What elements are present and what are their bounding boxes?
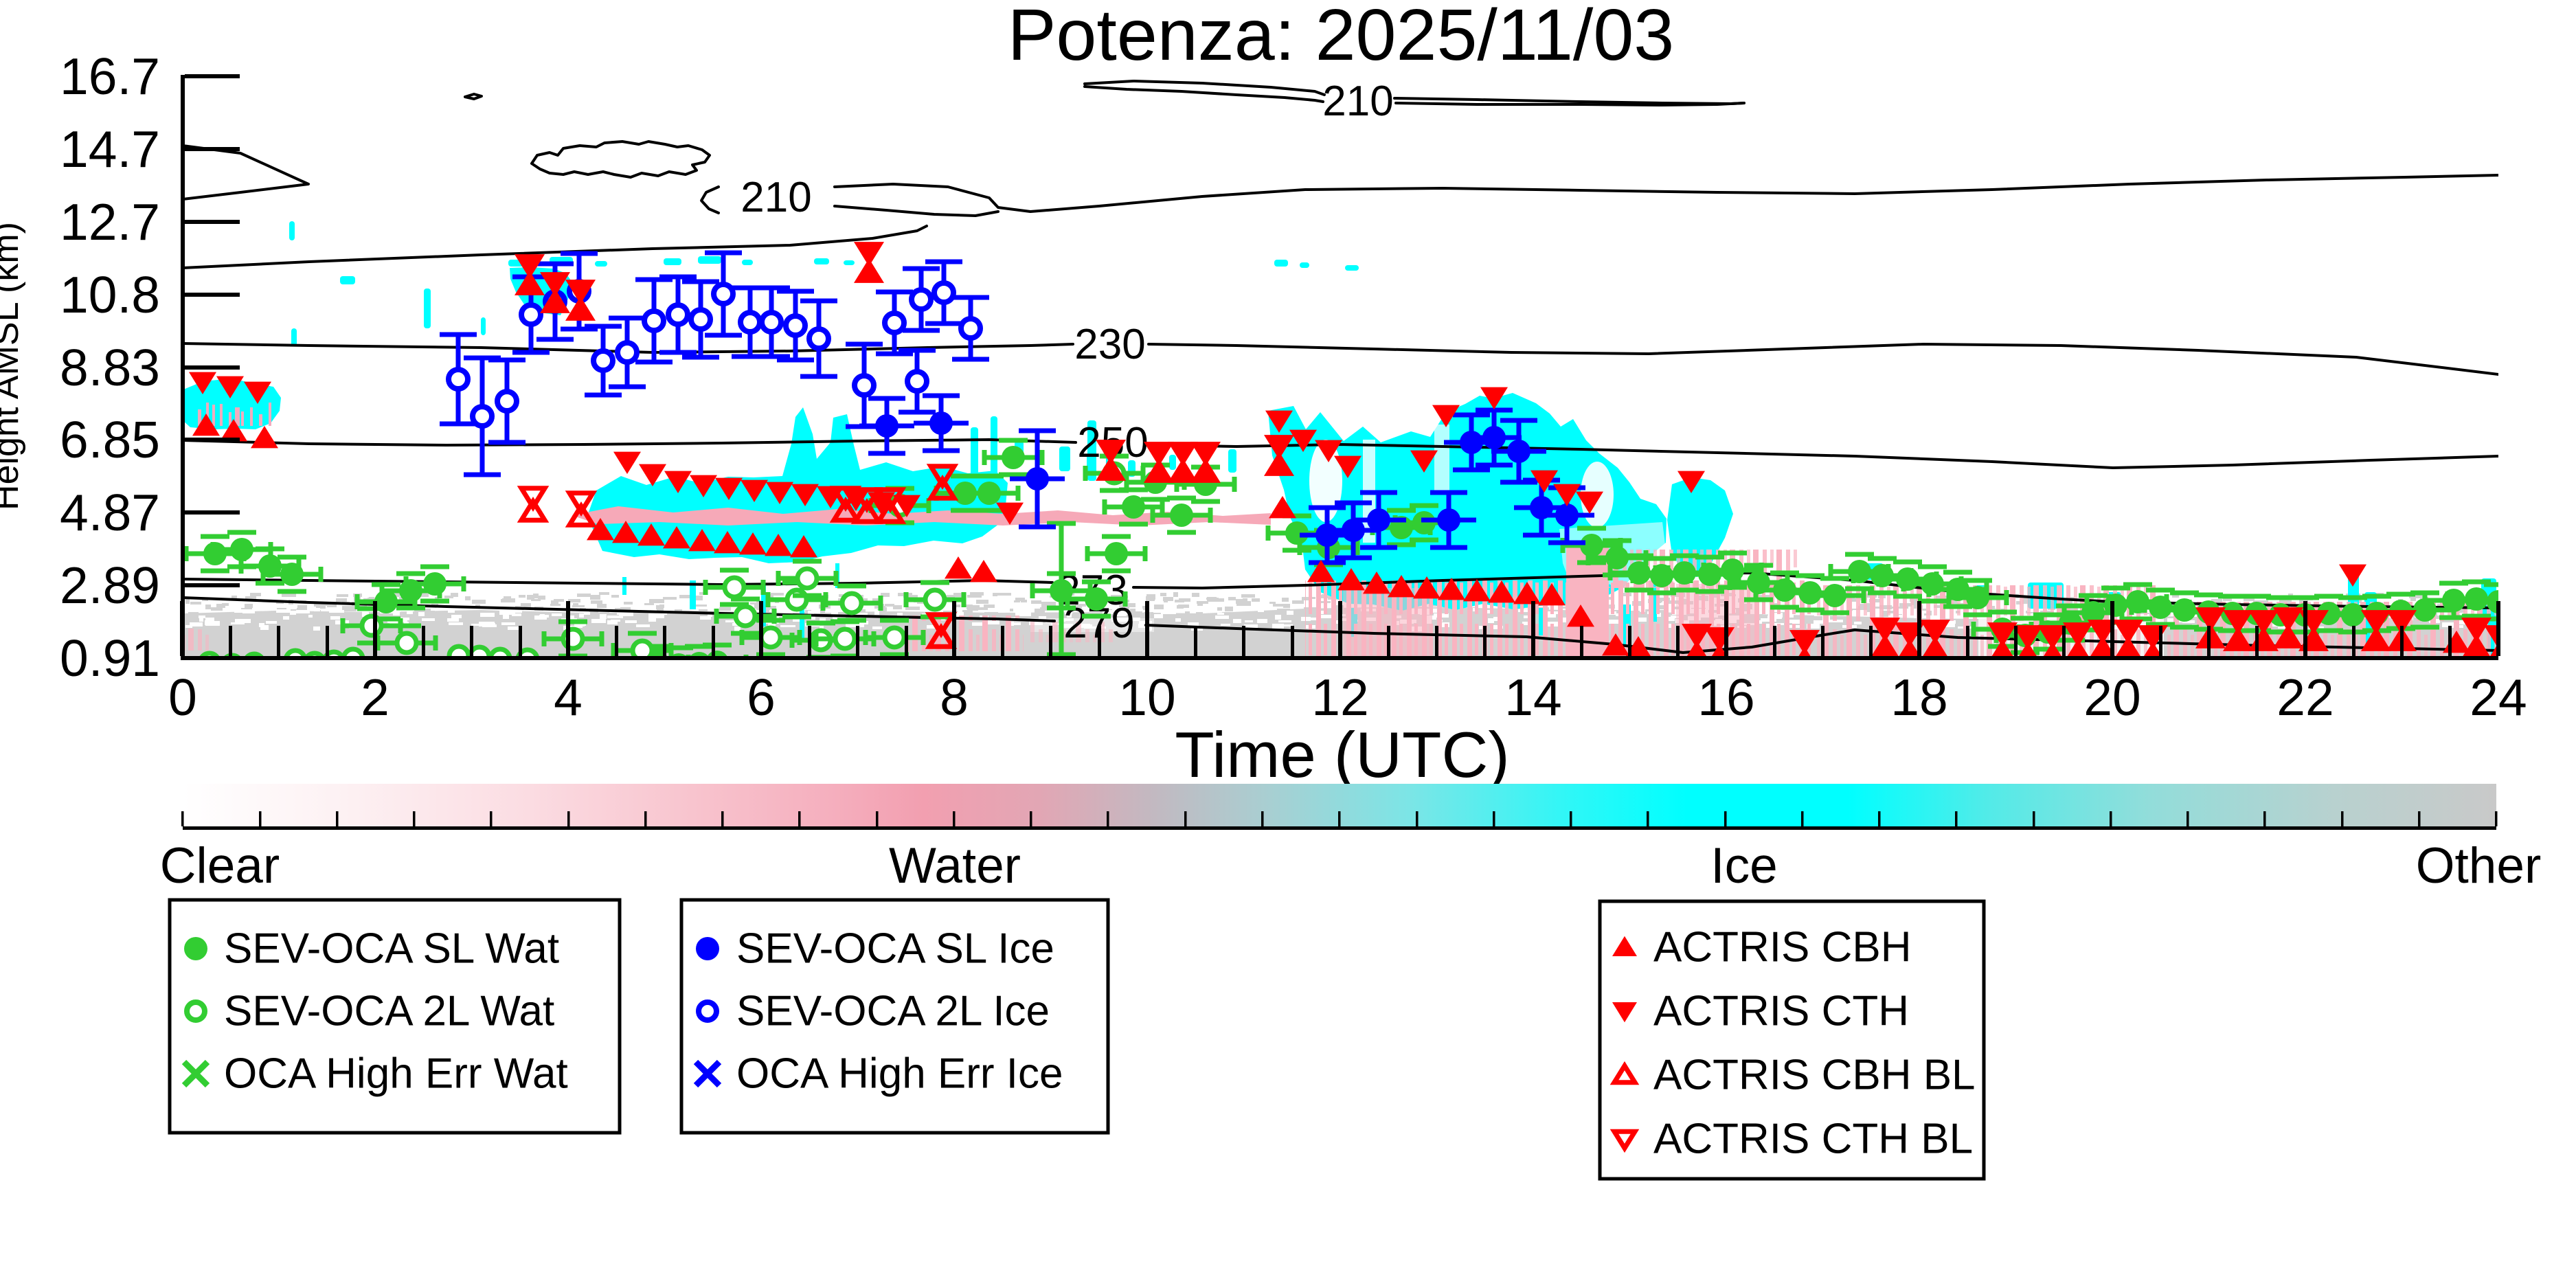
svg-text:SEV-OCA SL Ice: SEV-OCA SL Ice <box>736 925 1054 973</box>
svg-text:Water: Water <box>889 838 1021 894</box>
svg-text:Potenza: 2025/11/03: Potenza: 2025/11/03 <box>1008 0 1675 76</box>
svg-text:14.7: 14.7 <box>60 120 160 178</box>
svg-text:18: 18 <box>1890 668 1947 726</box>
svg-text:4.87: 4.87 <box>60 484 160 541</box>
svg-text:22: 22 <box>2276 668 2334 726</box>
svg-text:20: 20 <box>2083 668 2140 726</box>
svg-text:OCA High Err Wat: OCA High Err Wat <box>224 1050 568 1098</box>
svg-text:SEV-OCA SL Wat: SEV-OCA SL Wat <box>224 925 559 973</box>
svg-text:16.7: 16.7 <box>60 47 160 105</box>
svg-text:SEV-OCA 2L Wat: SEV-OCA 2L Wat <box>224 988 554 1035</box>
svg-text:2: 2 <box>361 668 389 726</box>
svg-text:14: 14 <box>1504 668 1561 726</box>
svg-text:24: 24 <box>2470 668 2527 726</box>
svg-text:2.89: 2.89 <box>60 556 160 614</box>
svg-text:4: 4 <box>554 668 583 726</box>
svg-text:210: 210 <box>741 174 811 221</box>
svg-text:8.83: 8.83 <box>60 339 160 396</box>
svg-text:SEV-OCA 2L Ice: SEV-OCA 2L Ice <box>736 988 1050 1035</box>
svg-text:Clear: Clear <box>160 838 280 894</box>
svg-text:0.91: 0.91 <box>60 629 160 687</box>
svg-text:210: 210 <box>1322 78 1393 125</box>
svg-text:10.8: 10.8 <box>60 266 160 324</box>
svg-text:ACTRIS CBH: ACTRIS CBH <box>1653 924 1911 971</box>
svg-text:ACTRIS CTH: ACTRIS CTH <box>1653 988 1909 1035</box>
svg-text:ACTRIS CTH BL: ACTRIS CTH BL <box>1653 1116 1973 1163</box>
svg-text:230: 230 <box>1074 321 1145 368</box>
svg-text:10: 10 <box>1118 668 1175 726</box>
svg-text:Ice: Ice <box>1710 838 1777 894</box>
svg-text:0: 0 <box>168 668 197 726</box>
svg-text:12.7: 12.7 <box>60 193 160 251</box>
svg-text:Time (UTC): Time (UTC) <box>1175 719 1509 791</box>
svg-text:Height AMSL (km): Height AMSL (km) <box>0 222 26 510</box>
svg-text:16: 16 <box>1697 668 1754 726</box>
svg-text:6.85: 6.85 <box>60 411 160 468</box>
svg-text:12: 12 <box>1311 668 1368 726</box>
svg-text:OCA High Err Ice: OCA High Err Ice <box>736 1050 1063 1098</box>
svg-text:ACTRIS CBH BL: ACTRIS CBH BL <box>1653 1052 1976 1099</box>
svg-text:6: 6 <box>747 668 776 726</box>
svg-text:Other: Other <box>2416 838 2542 894</box>
svg-text:8: 8 <box>940 668 969 726</box>
